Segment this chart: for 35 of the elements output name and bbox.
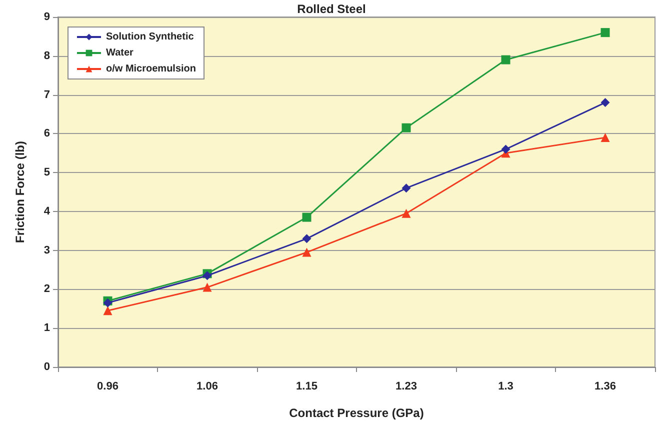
- x-tick-label: 1.36: [594, 380, 616, 392]
- y-axis-title: Friction Force (lb): [13, 140, 27, 243]
- y-tick-label: 7: [44, 88, 50, 101]
- x-axis-title: Contact Pressure (GPa): [289, 406, 424, 420]
- x-tick-label: 1.06: [196, 380, 218, 392]
- point: [600, 98, 610, 108]
- y-tick-label: 1: [44, 322, 50, 334]
- point: [402, 184, 411, 193]
- chart-title: Rolled Steel: [297, 2, 366, 16]
- y-tick-label: 0: [44, 361, 50, 373]
- y-tick-label: 6: [44, 128, 50, 140]
- point: [501, 55, 510, 64]
- point: [202, 282, 212, 292]
- point: [600, 133, 610, 142]
- x-tick-label: 1.15: [296, 380, 318, 392]
- x-tick-label: 0.96: [97, 380, 118, 392]
- y-tick-label: 2: [44, 283, 50, 296]
- y-tick-label: 4: [44, 205, 51, 218]
- y-tick-label: 5: [44, 166, 50, 179]
- point: [103, 306, 112, 316]
- x-tick-label: 1.3: [498, 380, 514, 392]
- y-tick-label: 3: [44, 244, 50, 256]
- x-tick-label: 1.23: [396, 380, 417, 392]
- legend-label: Solution Synthetic: [106, 32, 194, 42]
- point: [302, 248, 312, 257]
- point: [402, 123, 411, 132]
- legend-label: o/w Microemulsion: [106, 64, 196, 74]
- point: [402, 208, 411, 218]
- y-tick-label: 9: [44, 11, 50, 23]
- point: [600, 28, 610, 38]
- point: [302, 234, 312, 244]
- point: [501, 144, 510, 154]
- y-tick-label: 8: [44, 50, 50, 62]
- point: [302, 212, 312, 222]
- legend-label: Water: [106, 48, 134, 58]
